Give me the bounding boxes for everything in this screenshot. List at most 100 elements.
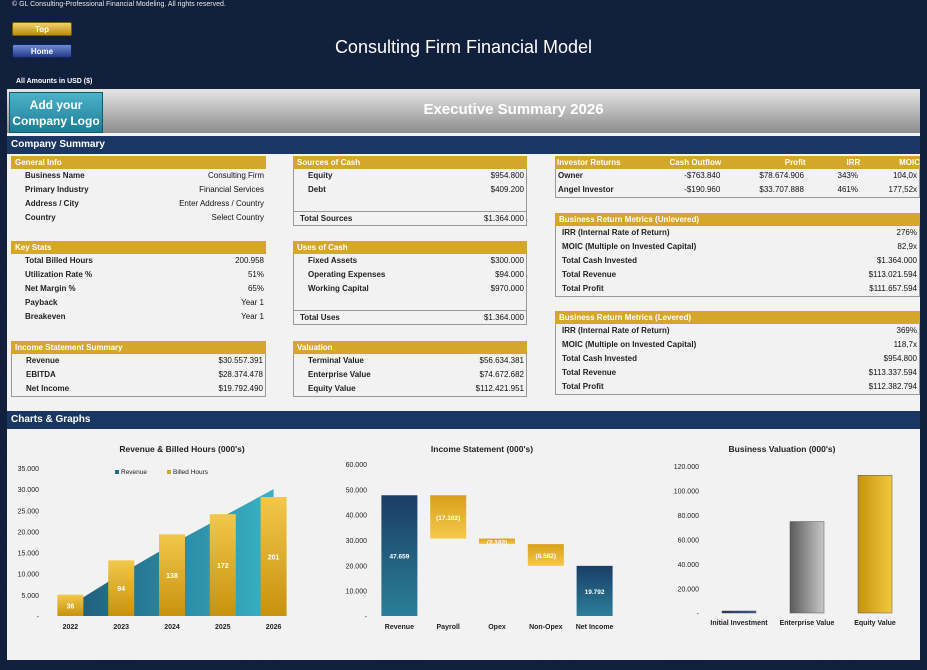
y-tick-label: - [37,614,40,621]
y-tick-label: 20.000 [346,563,368,570]
x-tick-label: 2022 [63,624,79,631]
waterfall-label: 19.792 [585,589,605,596]
x-tick-label: Equity Value [854,620,896,627]
valuation-label: Terminal Value [308,356,364,365]
levered-box: Business Return Metrics (Levered) IRR (I… [555,311,920,395]
key_stats-row: Payback Year 1 [11,296,266,310]
total-sources-row: Total Sources $1.364.000 [294,211,526,225]
home-button[interactable]: Home [12,44,72,58]
y-tick-label: 5.000 [21,593,39,600]
company-logo-placeholder[interactable]: Add your Company Logo [9,92,103,133]
uses-value: $970.000 [490,284,524,293]
general_info-row: Country Select Country [11,211,266,225]
general_info-label: Country [25,213,56,222]
investor-returns-cell: 104,0x [892,171,918,180]
top-button[interactable]: Top [12,22,72,36]
waterfall-bar [527,544,564,566]
uses-row: Fixed Assets $300.000 [294,254,526,268]
billed-hours-label: 201 [268,555,280,562]
income_summary-value: $28.374.478 [218,370,264,379]
key_stats-value: Year 1 [241,298,264,307]
general_info-label: Business Name [25,171,85,180]
levered-row: MOIC (Multiple on Invested Capital) 118,7… [556,338,919,352]
waterfall-label: (17.102) [436,515,460,522]
waterfall-label: (2.183) [487,539,508,546]
investor-returns-box: Investor Returns Cash Outflow Profit IRR MOI… [555,156,920,198]
investor-returns-col-header: IRR [846,158,861,167]
levered-label: Total Cash Invested [562,354,637,363]
uses-value: $300.000 [490,256,524,265]
charts-header: Charts & Graphs [7,411,920,429]
y-tick-label: 40.000 [346,513,368,520]
valuation-bar [721,610,757,614]
general_info-value: Select Country [211,213,264,222]
x-tick-label: 2026 [266,624,282,631]
sources-row: Debt $409.200 [294,183,526,197]
y-tick-label: 80.000 [678,513,700,520]
investor-returns-cell: 177,52x [888,185,918,194]
key-stats-header: Key Stats [11,241,266,254]
valuation-header: Valuation [293,341,527,354]
y-tick-label: 20.000 [678,587,700,594]
investor-returns-row: Owner -$763.840 $78.674.906 343% 104,0x [556,169,919,183]
currency-note: All Amounts in USD ($) [16,78,93,85]
key_stats-value: 51% [247,270,264,279]
general-info-header: General Info [11,156,266,169]
income_summary-label: EBITDA [26,370,56,379]
general_info-value: Financial Services [199,185,264,194]
y-tick-label: 10.000 [18,572,40,579]
unlevered-label: MOIC (Multiple on Invested Capital) [562,242,697,251]
total-uses-value: $1.364.000 [483,313,524,322]
y-tick-label: 40.000 [678,562,700,569]
unlevered-label: Total Profit [562,284,604,293]
legend-revenue: Revenue [121,469,147,476]
total-uses-label: Total Uses [300,313,340,322]
sources-value: $954.800 [490,171,524,180]
billed-hours-label: 138 [166,573,178,580]
key_stats-row: Breakeven Year 1 [11,310,266,324]
x-tick-label: Net Income [576,624,614,631]
x-tick-label: Revenue [385,624,414,631]
levered-value: $954.800 [883,354,917,363]
unlevered-value: $111.657.594 [869,284,917,293]
unlevered-row: Total Profit $111.657.594 [556,282,919,296]
uses-label: Working Capital [308,284,369,293]
key-stats-box: Key Stats Total Billed Hours 200.958 Utili… [11,241,266,324]
y-tick-label: 25.000 [18,508,40,515]
uses-label: Operating Expenses [308,270,386,279]
legend-swatch-revenue [115,470,119,474]
billed-hours-label: 36 [67,603,75,610]
company-summary-header: Company Summary [7,136,920,154]
levered-value: 369% [896,326,917,335]
key_stats-label: Breakeven [25,312,66,321]
valuation-row: Equity Value $112.421.951 [294,382,526,396]
x-tick-label: Enterprise Value [780,620,835,627]
billed-hours-bar [209,514,236,616]
levered-label: IRR (Internal Rate of Return) [562,326,670,335]
y-tick-label: 20.000 [18,529,40,536]
investor-returns-row: Angel Investor -$190.960 $33.707.888 461% 17… [556,183,919,197]
levered-label: Total Revenue [562,368,617,377]
income_summary-row: Revenue $30.557.391 [12,354,265,368]
income_summary-label: Revenue [26,356,60,365]
billed-hours-bar [159,534,185,616]
general-info-box: General Info Business Name Consulting Fir… [11,156,266,225]
investor-returns-col-header: MOIC [899,158,920,167]
levered-label: Total Profit [562,382,604,391]
uses-header: Uses of Cash [293,241,527,254]
y-tick-label: 35.000 [18,466,40,473]
valuation-bar [857,475,893,614]
sources-label: Debt [308,185,326,194]
x-tick-label: Payroll [437,624,460,631]
levered-label: MOIC (Multiple on Invested Capital) [562,340,697,349]
levered-row: Total Revenue $113.337.594 [556,366,919,380]
waterfall-bar [479,538,515,545]
levered-value: $113.337.594 [868,368,917,377]
unlevered-label: IRR (Internal Rate of Return) [562,228,670,237]
total-sources-value: $1.364.000 [483,214,524,223]
waterfall-bar [576,565,613,616]
sources-value: $409.200 [490,185,524,194]
investor-returns-cell: Owner [558,171,583,180]
unlevered-label: Total Cash Invested [562,256,637,265]
investor-returns-cell: $33.707.888 [759,185,804,194]
